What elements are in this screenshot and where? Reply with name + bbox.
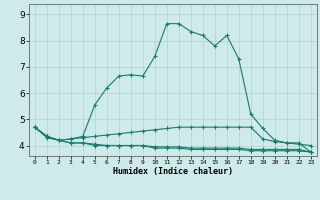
X-axis label: Humidex (Indice chaleur): Humidex (Indice chaleur): [113, 167, 233, 176]
